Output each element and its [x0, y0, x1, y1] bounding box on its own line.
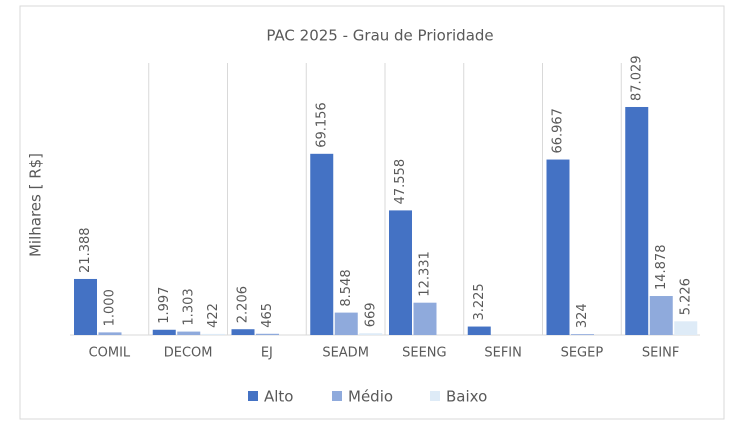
x-tick-label: COMIL — [89, 346, 131, 361]
bar — [310, 153, 334, 335]
data-label: 66.967 — [551, 108, 566, 154]
x-tick-label: SEGEP — [561, 346, 604, 361]
legend-label: Baixo — [446, 388, 487, 406]
data-label: 422 — [206, 303, 221, 328]
data-label: 87.029 — [629, 55, 644, 101]
bar — [74, 278, 97, 335]
x-tick-label: SEINF — [642, 346, 680, 361]
data-label: 21.388 — [78, 227, 93, 273]
legend-swatch — [332, 391, 342, 401]
bar — [413, 302, 437, 335]
bar — [177, 331, 201, 335]
x-tick-label: DECOM — [164, 346, 213, 361]
chart-title: PAC 2025 - Grau de Prioridade — [266, 27, 493, 45]
bar — [152, 329, 176, 335]
legend-label: Alto — [264, 388, 294, 406]
data-label: 69.156 — [314, 102, 329, 148]
bar — [649, 296, 673, 335]
x-tick-label: SEENG — [402, 346, 446, 361]
bar — [467, 326, 491, 335]
legend-swatch — [430, 391, 440, 401]
bar — [674, 321, 698, 335]
bar — [625, 106, 649, 336]
bar — [546, 159, 570, 335]
bar — [231, 329, 255, 335]
chart-border — [19, 5, 725, 420]
bar — [334, 312, 358, 335]
data-label: 1.303 — [181, 288, 196, 325]
data-label: 3.225 — [472, 283, 487, 320]
x-tick-label: SEADM — [322, 346, 369, 361]
data-label: 8.548 — [339, 269, 354, 306]
legend-swatch — [248, 391, 258, 401]
data-label: 1.997 — [157, 287, 172, 324]
bar — [389, 210, 412, 335]
legend-label: Médio — [348, 388, 393, 406]
x-tick-label: SEFIN — [484, 346, 522, 361]
y-axis-label: Milhares [ R$] — [27, 153, 45, 257]
data-label: 12.331 — [418, 251, 433, 297]
data-label: 465 — [260, 303, 275, 328]
bar — [201, 333, 225, 335]
data-label: 2.206 — [236, 286, 251, 323]
x-tick-label: EJ — [261, 346, 273, 361]
data-label: 14.878 — [654, 245, 669, 291]
data-label: 324 — [575, 303, 590, 328]
data-label: 5.226 — [678, 278, 693, 315]
data-label: 1.000 — [103, 289, 118, 326]
bar — [359, 333, 383, 335]
bar — [571, 334, 594, 335]
data-label: 669 — [363, 302, 378, 327]
data-label: 47.558 — [393, 159, 408, 205]
bar — [256, 333, 279, 335]
bar — [98, 332, 122, 335]
